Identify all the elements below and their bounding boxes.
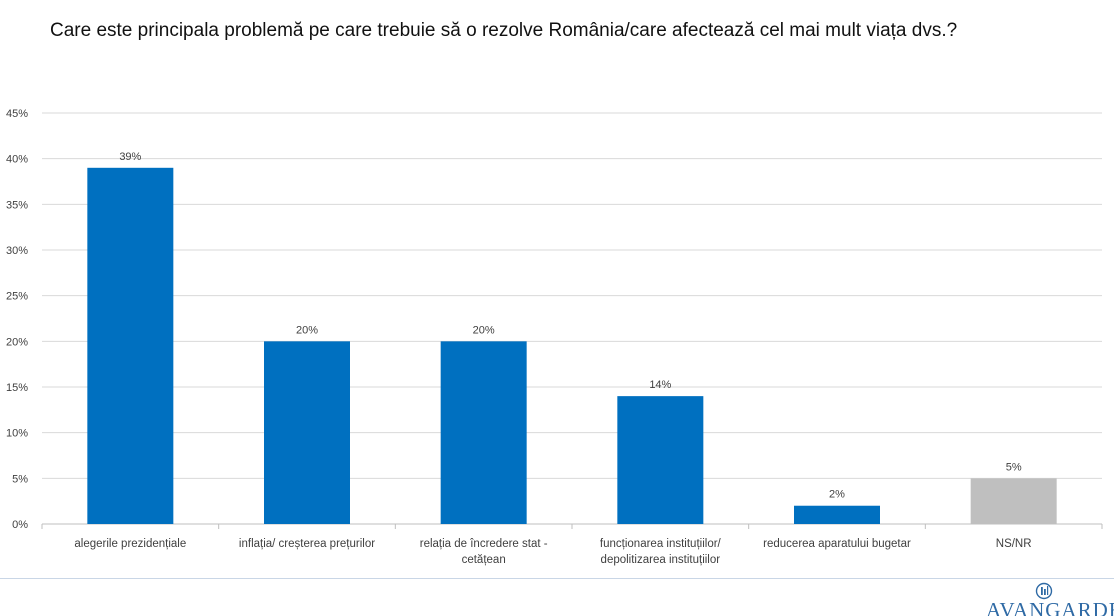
bar xyxy=(794,505,880,524)
data-label: 20% xyxy=(296,324,318,336)
footer-divider xyxy=(0,578,1114,579)
x-tick-label: NS/NR xyxy=(996,538,1032,550)
avangarde-logo: AVANGARDE xyxy=(980,582,1114,616)
y-tick-label: 0% xyxy=(12,519,28,531)
data-label: 39% xyxy=(119,151,141,163)
logo-emblem-icon xyxy=(1035,582,1053,600)
bars xyxy=(87,167,1057,525)
x-tick-label: inflația/ creșterea prețurilor xyxy=(239,538,375,550)
bar xyxy=(440,341,527,524)
data-label: 14% xyxy=(649,379,671,391)
y-tick-label: 10% xyxy=(6,428,28,440)
bar-chart: 0% 5% 10% 15% 20% 25% 30% 35% 40% 45% 39% 20% 20% 14… xyxy=(6,108,1103,566)
x-tick-label: relația de încredere stat - xyxy=(420,538,548,550)
x-tick-label: funcționarea instituțiilor/ xyxy=(600,538,722,550)
y-tick-label: 5% xyxy=(12,473,28,485)
data-label: 20% xyxy=(473,324,495,336)
bar xyxy=(264,341,350,524)
y-tick-label: 25% xyxy=(6,291,28,303)
y-tick-label: 35% xyxy=(6,199,28,211)
y-tick-label: 45% xyxy=(6,108,28,120)
data-label: 2% xyxy=(829,489,845,501)
y-tick-label: 15% xyxy=(6,382,28,394)
data-label: 5% xyxy=(1006,461,1022,473)
x-tick-label: depolitizarea instituțiilor xyxy=(601,554,721,566)
x-axis-ticks: alegerile prezidențiale inflația/ creșter… xyxy=(74,538,1031,566)
logo-text: AVANGARDE xyxy=(986,598,1114,616)
bar xyxy=(970,478,1057,524)
y-axis-ticks: 0% 5% 10% 15% 20% 25% 30% 35% 40% 45% xyxy=(6,108,28,531)
y-tick-label: 40% xyxy=(6,154,28,166)
y-tick-label: 20% xyxy=(6,336,28,348)
x-tick-label: cetățean xyxy=(462,554,506,566)
data-labels: 39% 20% 20% 14% 2% 5% xyxy=(119,151,1022,501)
x-tick-label: reducerea aparatului bugetar xyxy=(763,538,911,550)
bar xyxy=(87,167,174,525)
chart-title: Care este principala problemă pe care tr… xyxy=(50,20,958,41)
bar xyxy=(617,396,704,524)
gridlines xyxy=(41,112,1103,529)
x-tick-label: alegerile prezidențiale xyxy=(74,538,186,550)
y-tick-label: 30% xyxy=(6,245,28,257)
